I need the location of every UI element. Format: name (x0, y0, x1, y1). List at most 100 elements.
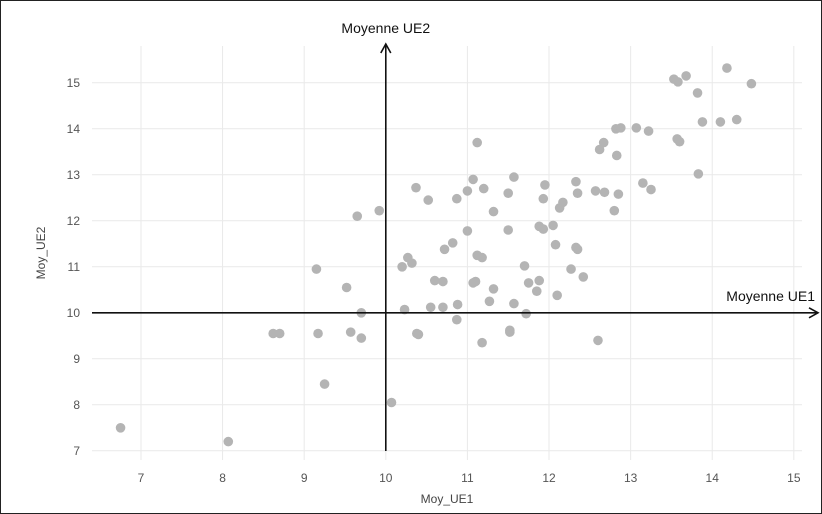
data-point (451, 193, 462, 204)
data-point (531, 286, 542, 296)
data-point (521, 308, 531, 319)
data-point (319, 379, 330, 389)
x-axis-title: Moy_UE1 (421, 492, 474, 506)
data-point (509, 298, 519, 309)
data-point (274, 328, 285, 339)
data-point (411, 182, 421, 193)
data-point (399, 304, 410, 315)
data-point (519, 261, 530, 271)
data-point (478, 183, 489, 194)
y-tick-label: 14 (67, 122, 81, 136)
data-point (438, 302, 448, 313)
data-point (609, 205, 620, 216)
data-point (552, 290, 562, 301)
data-point (509, 172, 519, 182)
data-point (538, 224, 549, 234)
x-tick-label: 9 (301, 471, 308, 485)
data-point (488, 284, 499, 294)
data-point (731, 114, 742, 125)
data-points (115, 63, 757, 447)
data-point (503, 225, 514, 235)
y-tick-label: 7 (73, 444, 80, 458)
data-point (558, 197, 568, 208)
data-point (407, 258, 417, 268)
data-point (646, 184, 656, 195)
data-point (356, 333, 367, 343)
y-tick-label: 8 (73, 398, 80, 412)
x-tick-label: 13 (624, 471, 638, 485)
y-tick-label: 11 (68, 260, 81, 274)
data-point (631, 123, 642, 133)
data-point (673, 77, 683, 87)
data-point (572, 188, 583, 198)
data-point (477, 252, 487, 263)
data-point (505, 327, 515, 337)
x-tick-label: 12 (542, 471, 556, 485)
data-point (598, 137, 609, 148)
data-point (643, 126, 654, 136)
data-point (722, 63, 732, 73)
data-point (462, 226, 473, 236)
data-point (423, 195, 434, 205)
data-point (451, 314, 462, 325)
horizontal-line-label: Moyenne UE1 (726, 288, 815, 304)
data-point (578, 272, 589, 282)
data-point (425, 302, 436, 313)
data-point (566, 264, 576, 274)
data-point (503, 188, 514, 198)
data-point (386, 397, 397, 408)
data-point (594, 144, 605, 155)
data-point (638, 178, 648, 188)
data-point (115, 423, 126, 433)
data-point (693, 169, 704, 179)
data-point (599, 187, 610, 198)
data-point (674, 136, 685, 147)
x-tick-label: 8 (219, 471, 226, 485)
y-tick-label: 10 (67, 306, 81, 320)
y-tick-label: 9 (73, 352, 80, 366)
data-point (438, 276, 448, 287)
data-point (540, 180, 550, 190)
data-point (616, 123, 626, 133)
data-point (692, 88, 703, 98)
x-tick-labels: 7 8 9 10 11 12 13 14 15 (138, 471, 801, 485)
y-axis-title: Moy_UE2 (34, 226, 48, 279)
data-point (223, 436, 234, 447)
y-tick-label: 13 (67, 168, 81, 182)
x-tick-label: 15 (787, 471, 801, 485)
data-point (572, 244, 583, 255)
data-point (746, 78, 757, 89)
x-tick-label: 11 (461, 471, 474, 485)
data-point (452, 299, 463, 310)
data-point (345, 327, 356, 337)
data-point (341, 282, 352, 293)
data-point (311, 264, 322, 274)
data-point (439, 244, 450, 255)
data-point (681, 71, 691, 81)
data-point (468, 174, 478, 185)
data-point (611, 150, 622, 161)
data-point (412, 328, 422, 339)
data-point (571, 176, 581, 187)
y-tick-label: 12 (67, 214, 81, 228)
data-point (313, 328, 323, 339)
data-point (488, 206, 499, 217)
data-point (484, 296, 495, 307)
data-point (470, 276, 481, 287)
data-point (397, 262, 407, 272)
data-point (590, 186, 601, 196)
y-tick-labels: 7 8 9 10 11 12 13 14 15 (67, 76, 81, 458)
data-point (477, 337, 487, 348)
data-point (447, 238, 458, 248)
data-point (613, 189, 624, 199)
data-point (550, 239, 561, 250)
vertical-line-label: Moyenne UE2 (341, 20, 430, 36)
data-point (715, 117, 726, 127)
reference-lines (92, 42, 820, 451)
data-point (534, 275, 545, 286)
data-point (697, 117, 708, 127)
data-point (374, 205, 385, 216)
y-tick-label: 15 (67, 76, 81, 90)
x-tick-label: 7 (138, 471, 145, 485)
